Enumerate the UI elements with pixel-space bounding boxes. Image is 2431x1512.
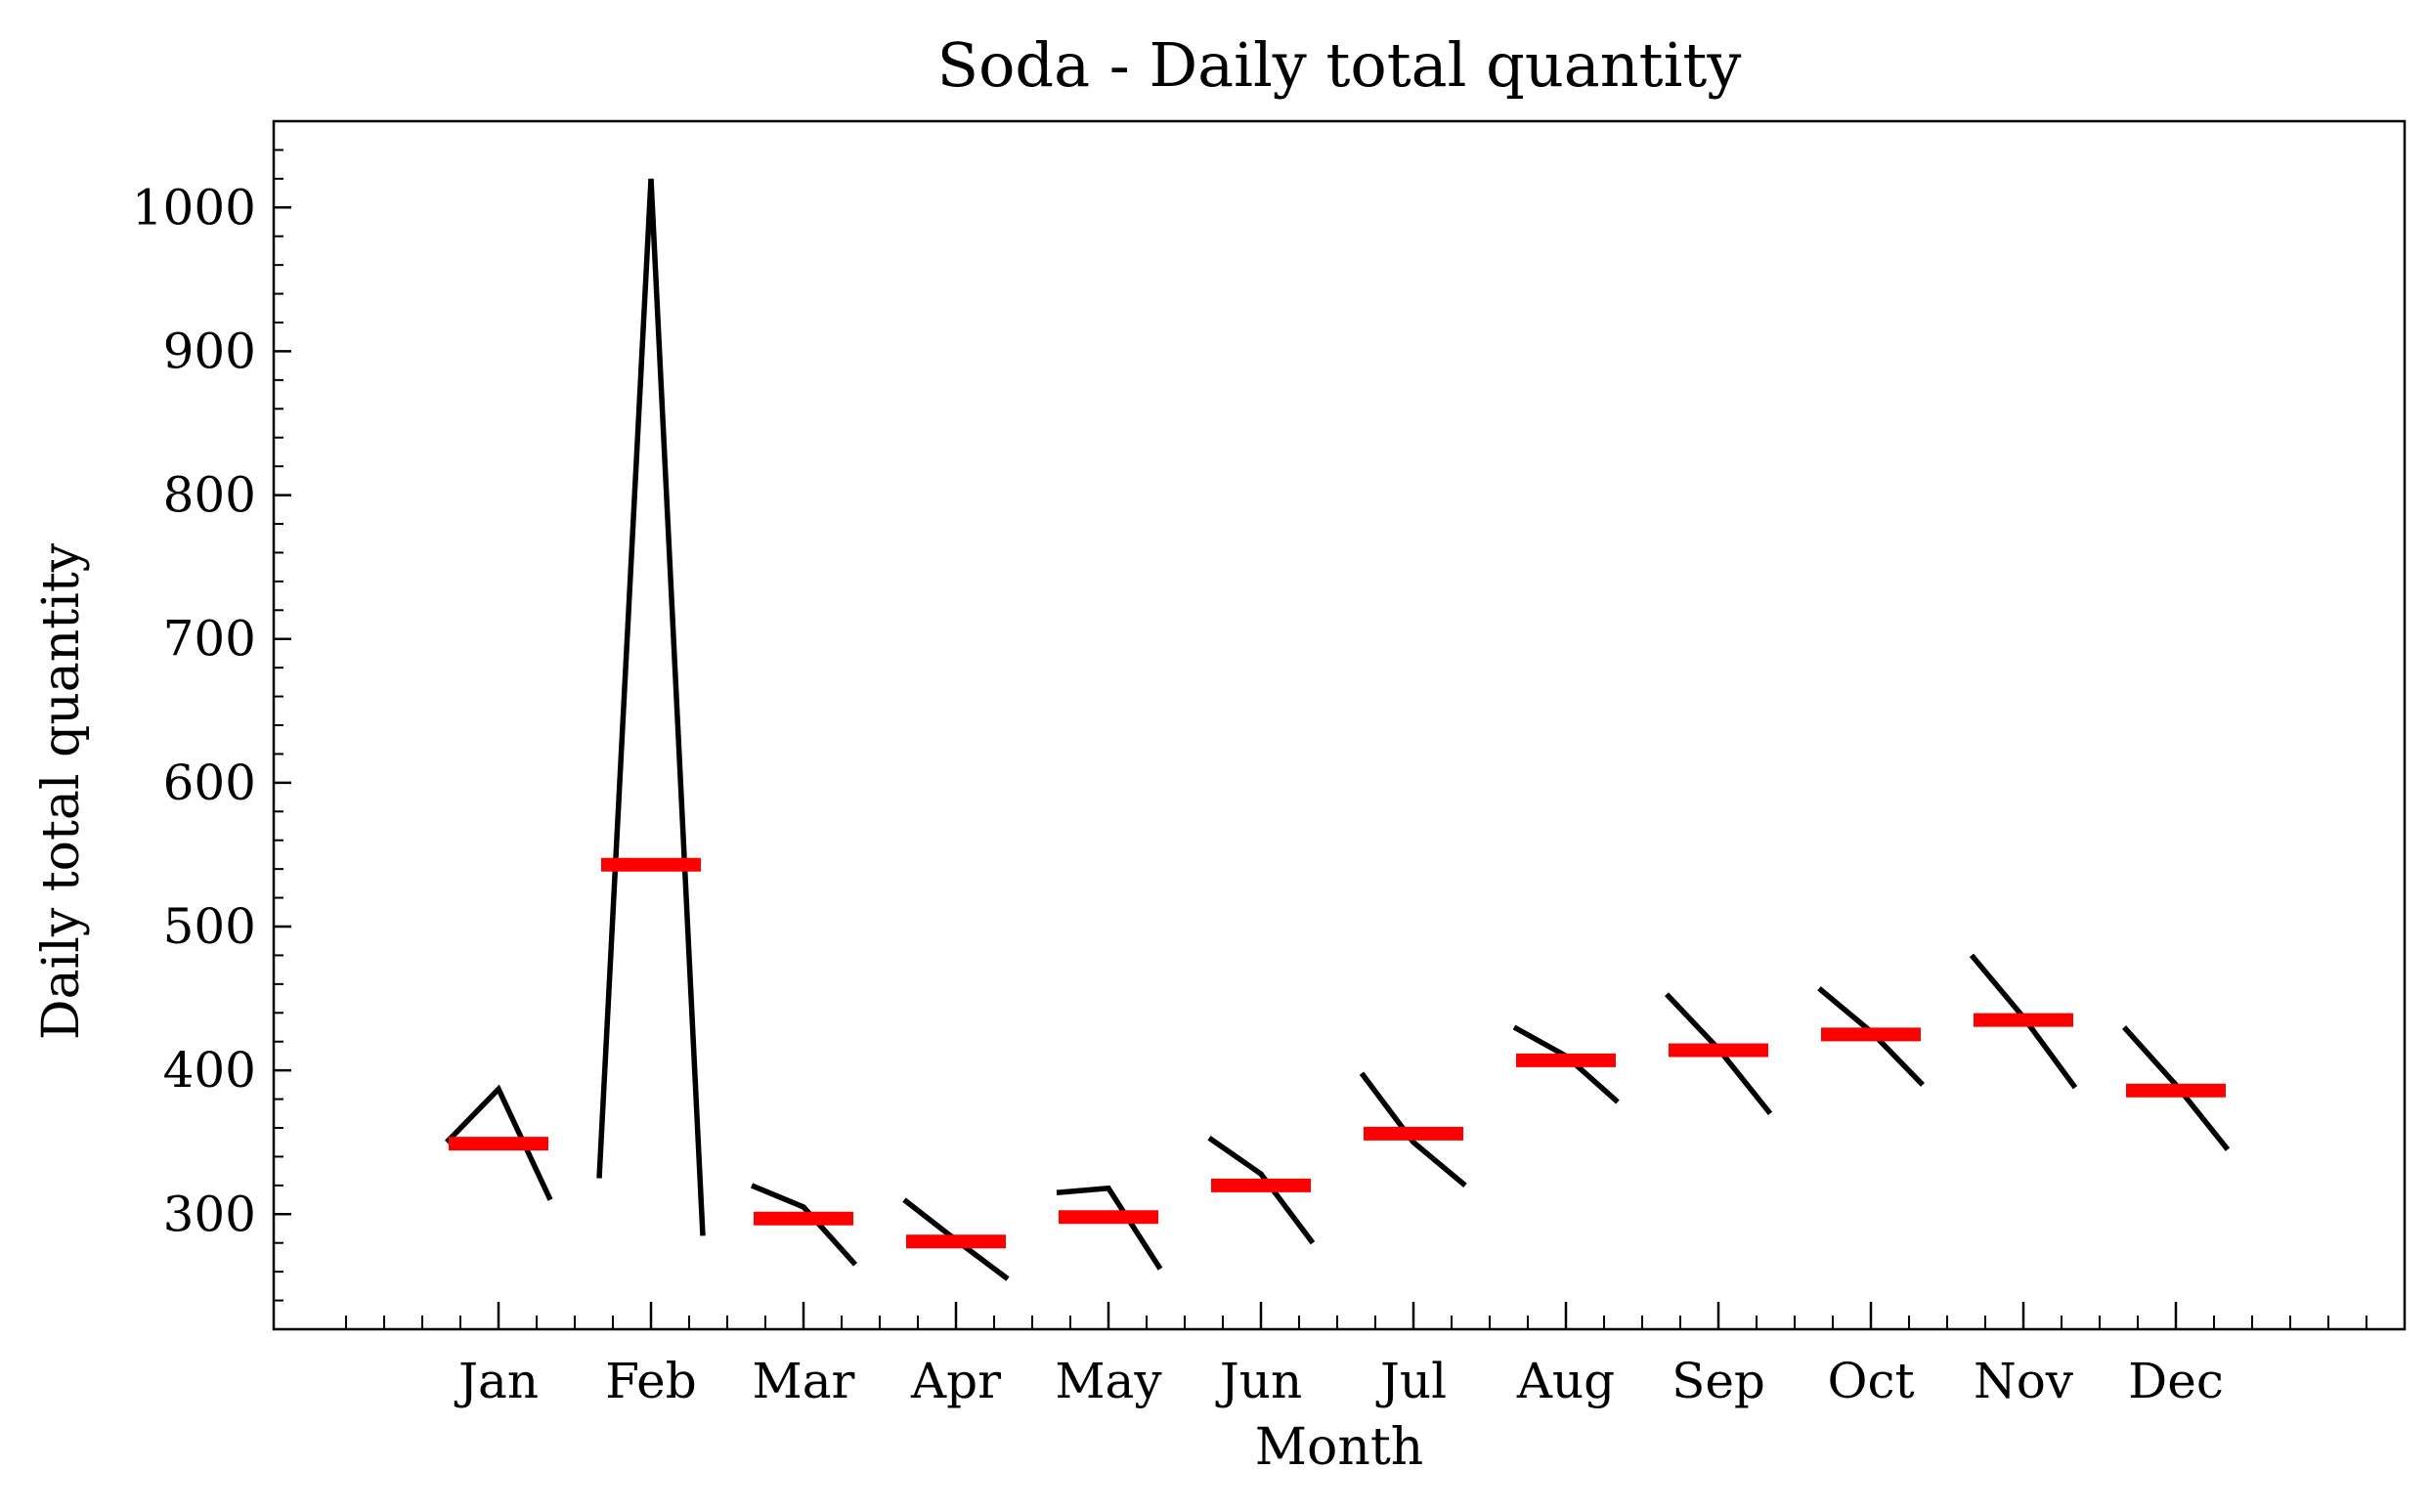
x-tick-label: May: [1055, 1353, 1162, 1409]
plot-frame: [272, 119, 2407, 1331]
x-tick-label: Sep: [1671, 1353, 1765, 1409]
axes: 300 400 500 600 700 800 900 1000 Jan Feb Mar Apr May…: [132, 119, 2407, 1409]
daily-line-may: [1056, 1185, 1163, 1271]
x-axis-label: Month: [1255, 1418, 1423, 1477]
y-tick-label: 400: [163, 1042, 256, 1099]
chart-title: Soda - Daily total quantity: [937, 29, 1742, 101]
x-tick-label: Jul: [1375, 1353, 1447, 1409]
y-tick-label: 700: [163, 611, 256, 668]
daily-line-feb: [596, 178, 706, 1236]
y-tick-label: 800: [163, 467, 256, 524]
y-tick-label: 900: [163, 323, 256, 379]
x-tick-label: Dec: [2128, 1353, 2224, 1409]
y-tick-label: 1000: [132, 179, 256, 236]
x-tick-label: Oct: [1827, 1353, 1914, 1409]
x-tick-label: Jun: [1215, 1353, 1302, 1409]
y-tick-label: 500: [163, 898, 256, 955]
y-tick-label: 300: [163, 1186, 256, 1242]
plot-marks: [445, 178, 2231, 1281]
x-tick-label: Feb: [605, 1353, 697, 1409]
x-tick-label: Aug: [1516, 1353, 1615, 1409]
daily-line-jul: [1359, 1071, 1467, 1188]
x-tick-label: Apr: [910, 1353, 1001, 1409]
y-tick-label: 600: [163, 755, 256, 811]
x-tick-label: Mar: [753, 1353, 855, 1409]
y-axis-label: Daily total quantity: [32, 542, 91, 1040]
daily-line-mar: [750, 1183, 858, 1267]
daily-line-jun: [1207, 1136, 1316, 1245]
daily-line-jan: [445, 1084, 553, 1201]
x-tick-label: Jan: [454, 1353, 539, 1409]
x-tick-label: Nov: [1974, 1353, 2074, 1409]
